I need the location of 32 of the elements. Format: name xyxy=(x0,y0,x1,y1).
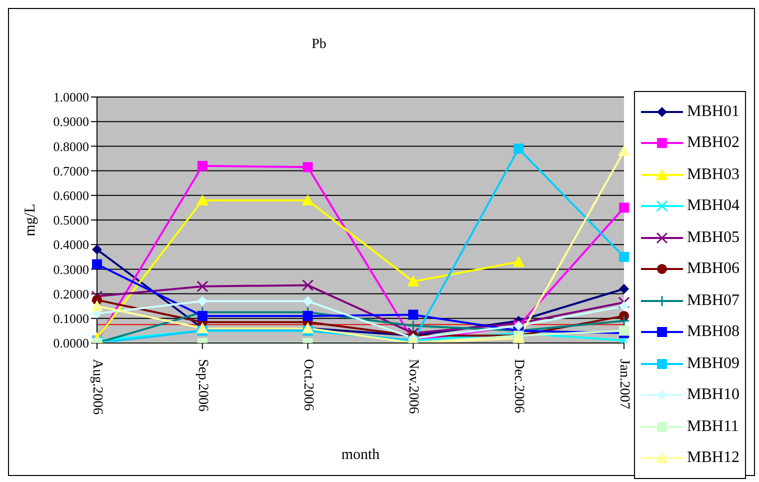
legend-label: MBH01 xyxy=(687,102,740,121)
y-tick-label: 0.3000 xyxy=(53,262,89,277)
y-tick-label: 0.8000 xyxy=(53,138,89,154)
legend-label: MBH02 xyxy=(687,134,740,152)
legend-label: MBH09 xyxy=(687,354,740,373)
y-tick-label: 1.0000 xyxy=(53,90,89,105)
legend-label: MBH05 xyxy=(687,228,740,247)
y-tick-label: 0.7000 xyxy=(53,163,89,178)
y-tick-label: 0.0000 xyxy=(53,336,89,351)
legend-label: MBH04 xyxy=(687,197,740,216)
x-tick-label: Nov.2006 xyxy=(406,359,421,414)
y-axis-title: mg/L xyxy=(22,204,38,236)
x-tick-label: Jan.2007 xyxy=(616,359,632,410)
legend-label: MBH12 xyxy=(687,449,740,468)
legend-label: MBH08 xyxy=(687,323,740,342)
legend-label: MBH06 xyxy=(687,260,740,278)
y-tick-label: 0.6000 xyxy=(53,188,89,204)
y-tick-label: 0.2000 xyxy=(53,286,89,302)
legend-label: MBH07 xyxy=(687,292,740,310)
y-tick-label: 0.4000 xyxy=(53,237,89,252)
legend-label: MBH11 xyxy=(687,418,739,436)
x-tick-label: Dec.2006 xyxy=(511,359,526,414)
legend-label: MBH03 xyxy=(687,166,740,184)
y-tick-label: 0.1000 xyxy=(53,311,89,326)
chart-title: Pb xyxy=(310,37,328,53)
legend-label: MBH10 xyxy=(687,386,740,404)
x-tick-label: Aug.2006 xyxy=(90,359,104,415)
x-tick-label: Oct.2006 xyxy=(300,359,316,411)
y-tick-label: 0.5000 xyxy=(53,212,89,228)
x-axis-title: month xyxy=(341,447,380,463)
y-tick-label: 0.9000 xyxy=(53,114,89,130)
x-tick-label: Sep.2006 xyxy=(194,359,210,412)
